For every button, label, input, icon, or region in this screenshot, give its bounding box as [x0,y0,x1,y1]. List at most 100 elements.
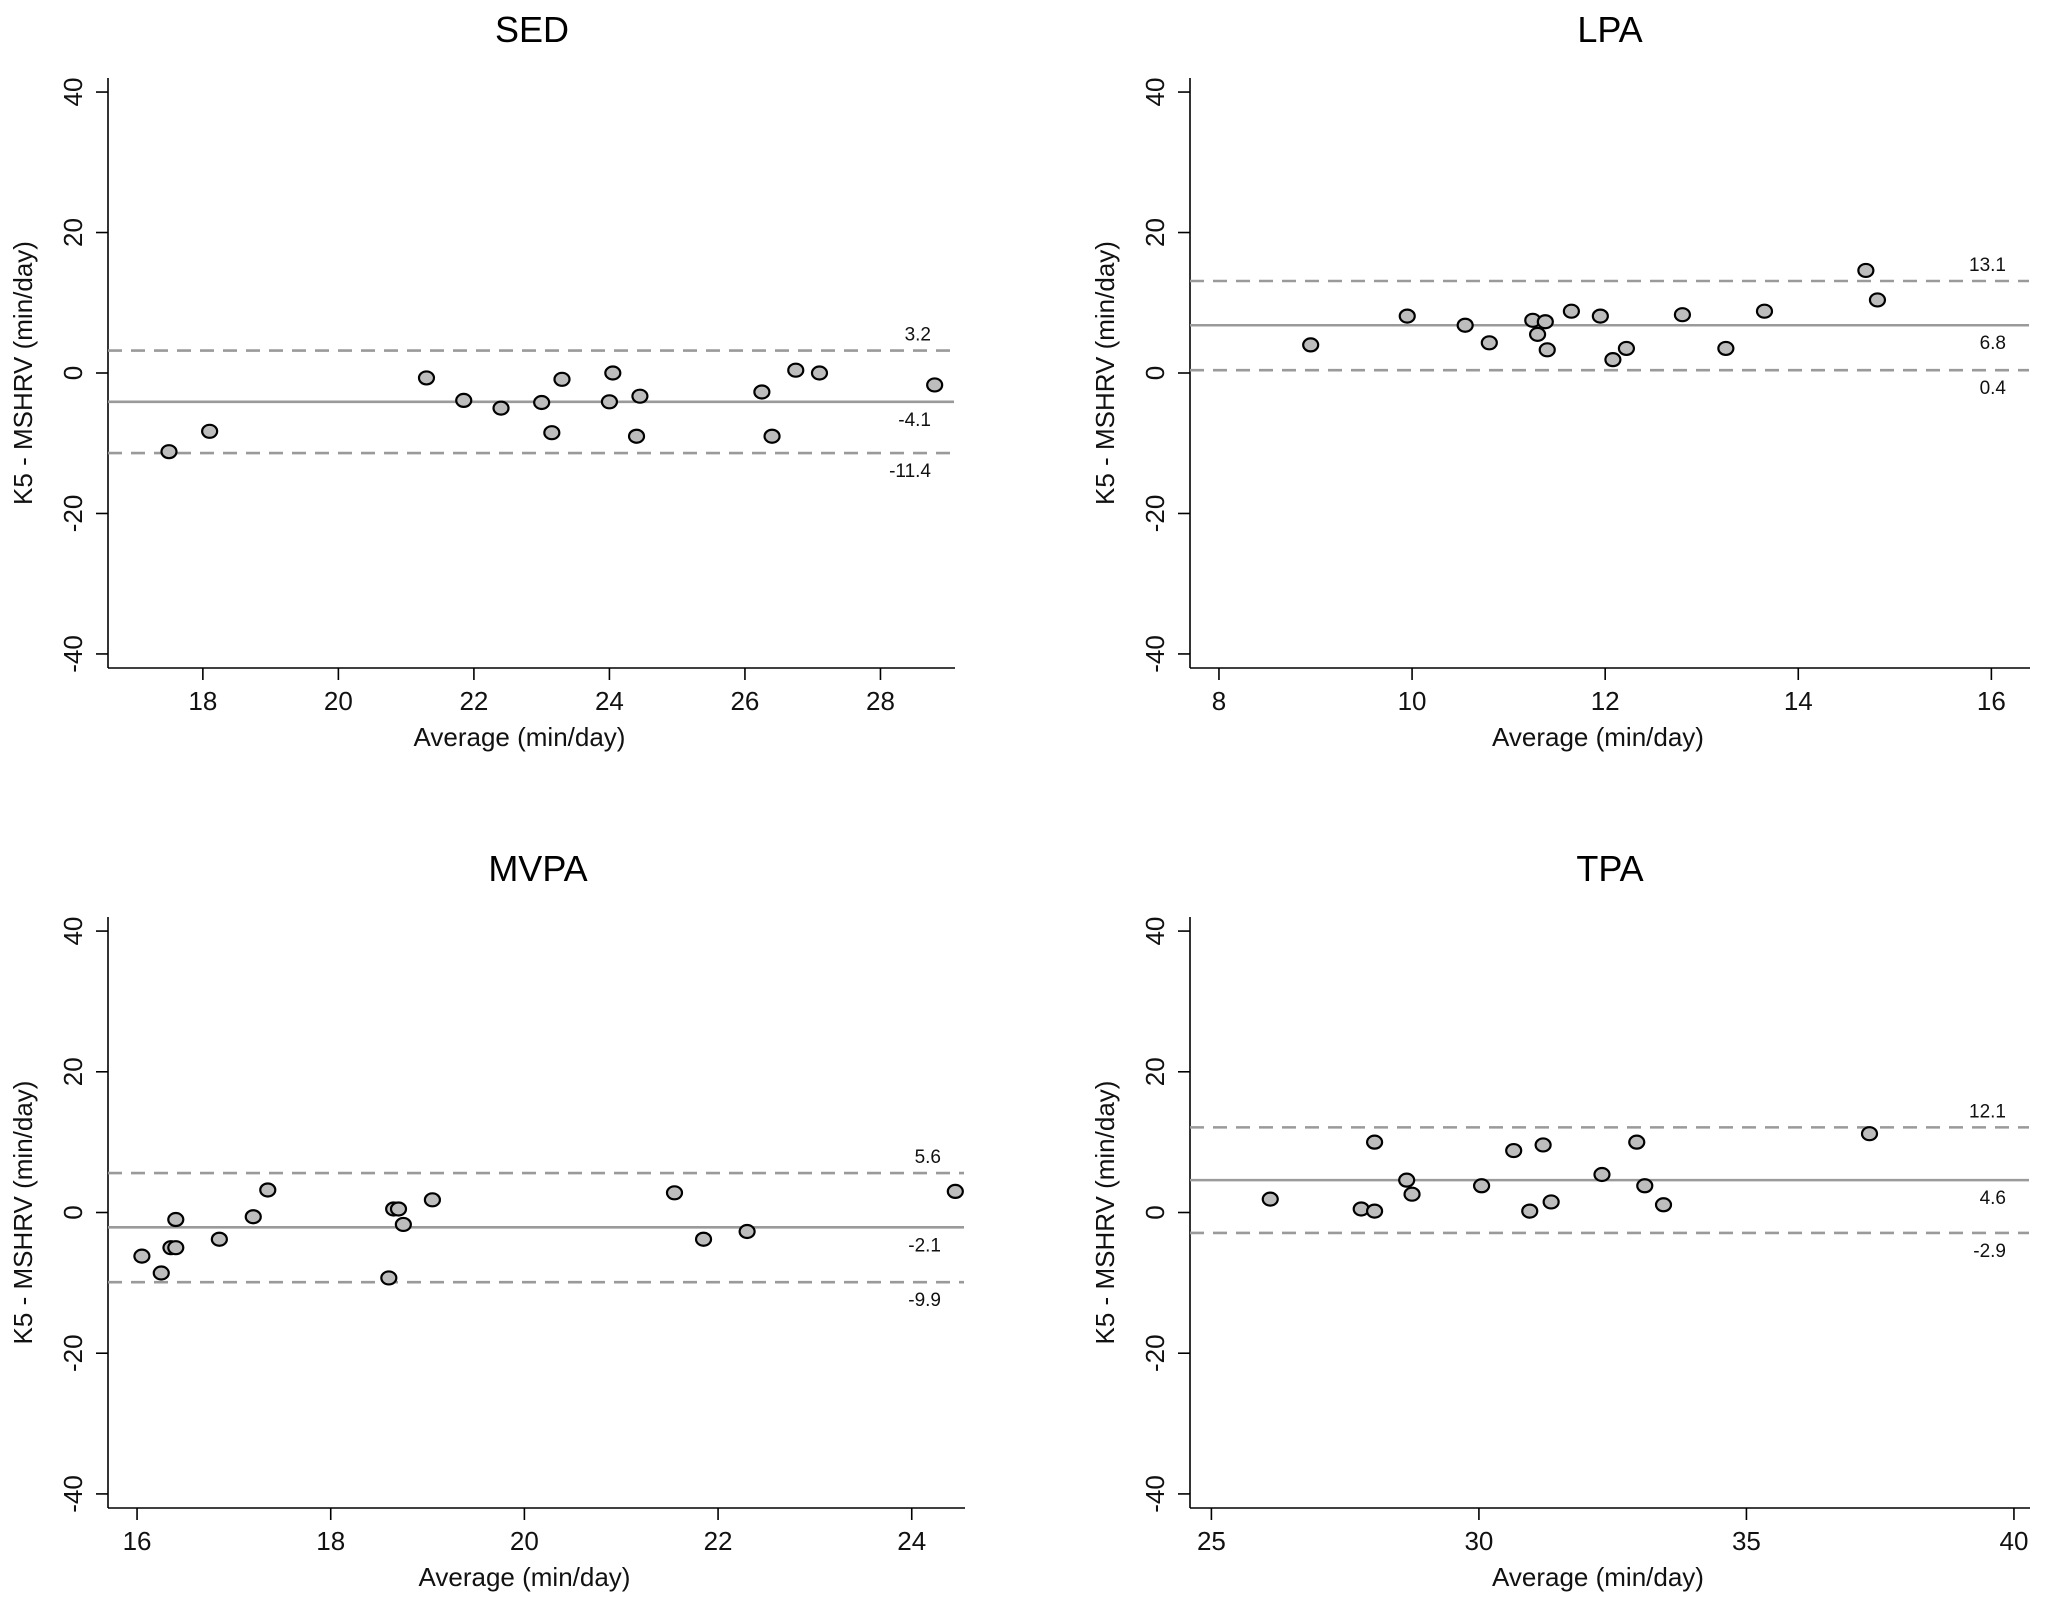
upper-limit-label: 5.6 [915,1147,941,1168]
x-tick-label: 18 [188,686,217,716]
data-point [1617,340,1636,357]
x-axis-title: Average (min/day) [419,1562,631,1592]
data-point [946,1183,964,1199]
x-tick-label: 12 [1591,686,1620,716]
data-point [380,1270,398,1286]
data-point [1755,303,1774,319]
panel-sed: SED 40 20 0 -20 -40 18 20 22 24 26 28 Average (min/d… [8,9,955,752]
chart-title: SED [495,9,569,50]
panel-lpa: LPA 40 20 0 -20 -40 8 10 12 14 16 Average (min/day)… [1090,9,2030,752]
x-tick-label: 24 [897,1526,926,1556]
lower-limit-label: -2.9 [1973,1241,2006,1262]
x-tick-label: 20 [324,686,353,716]
data-point [1628,1134,1646,1150]
x-tick-label: 28 [866,686,895,716]
data-point [1456,317,1474,333]
y-tick-label: 0 [58,1205,88,1219]
x-tick-label: 20 [510,1526,539,1556]
data-point [389,1201,408,1217]
y-tick-label: 40 [1140,78,1170,107]
data-point [1480,335,1498,351]
data-point [631,388,649,404]
mean-difference-label: 4.6 [1980,1188,2006,1209]
data-point [160,444,178,460]
data-point [1534,1137,1552,1153]
data-point [604,365,622,381]
x-axis-title: Average (min/day) [1492,722,1704,752]
x-tick-label: 40 [1999,1526,2028,1556]
lower-limit-label: 0.4 [1980,378,2007,399]
data-point [417,370,436,386]
y-tick-label: -20 [58,1334,88,1372]
x-tick-label: 16 [1977,686,2006,716]
lower-limit-label: -9.9 [908,1290,941,1311]
data-point [1365,1134,1384,1150]
y-tick-label: -20 [1140,495,1170,533]
y-tick-label: -40 [1140,1475,1170,1513]
data-point [152,1265,170,1281]
x-tick-label: 22 [459,686,488,716]
y-tick-label: -40 [58,635,88,673]
data-point [492,400,510,416]
x-tick-label: 26 [730,686,759,716]
x-tick-label: 8 [1212,686,1226,716]
y-axis-title: K5 - MSHRV (min/day) [1090,241,1120,505]
data-point [1472,1178,1491,1194]
data-point [1528,326,1547,342]
panel-mvpa: MVPA 40 20 0 -20 -40 16 18 20 22 24 Average (min/da… [8,848,965,1592]
data-point [665,1185,684,1201]
data-point [1398,308,1416,324]
data-point [1591,308,1609,324]
x-tick-label: 16 [123,1526,152,1556]
data-point [455,392,473,408]
data-point [1521,1203,1539,1219]
data-point [133,1248,151,1264]
y-tick-label: -20 [1140,1334,1170,1372]
data-point [167,1211,185,1228]
data-point [423,1192,442,1208]
data-point [1403,1186,1421,1202]
data-point [1636,1178,1654,1194]
data-point [810,365,829,381]
data-point [1673,307,1692,323]
data-point [787,362,805,378]
data-point [210,1231,228,1247]
data-point [1604,352,1622,368]
y-tick-label: 0 [58,366,88,380]
data-point [1654,1197,1673,1213]
y-tick-label: 40 [58,917,88,946]
data-point [394,1216,412,1233]
y-tick-label: 20 [58,1057,88,1086]
x-tick-label: 10 [1398,686,1427,716]
upper-limit-label: 3.2 [905,325,931,346]
data-point [1538,342,1556,358]
data-point [1562,303,1580,319]
data-point [1261,1191,1279,1207]
mean-difference-label: 6.8 [1980,333,2006,354]
y-axis-title: K5 - MSHRV (min/day) [8,1081,38,1345]
y-tick-label: 0 [1140,1205,1170,1219]
y-tick-label: -40 [58,1475,88,1513]
data-point [600,394,619,410]
chart-title: TPA [1576,848,1643,889]
mean-difference-label: -4.1 [898,410,931,431]
data-point [1365,1203,1384,1219]
upper-limit-label: 12.1 [1969,1101,2006,1122]
y-tick-label: 40 [58,78,88,107]
panel-tpa: TPA 40 20 0 -20 -40 25 30 35 40 Average (min/day) K… [1090,848,2030,1592]
data-point [926,377,944,393]
data-point [244,1209,262,1225]
y-tick-label: 20 [1140,218,1170,247]
y-tick-label: 20 [58,218,88,247]
data-point [1860,1126,1879,1142]
x-tick-label: 14 [1784,686,1813,716]
y-tick-label: 0 [1140,366,1170,380]
data-point [1398,1172,1416,1188]
x-tick-label: 24 [595,686,624,716]
y-tick-label: -20 [58,495,88,533]
y-tick-label: 20 [1140,1057,1170,1086]
data-point [1593,1166,1611,1183]
data-point [533,394,551,411]
data-point [1302,337,1320,353]
upper-limit-label: 13.1 [1969,255,2006,276]
